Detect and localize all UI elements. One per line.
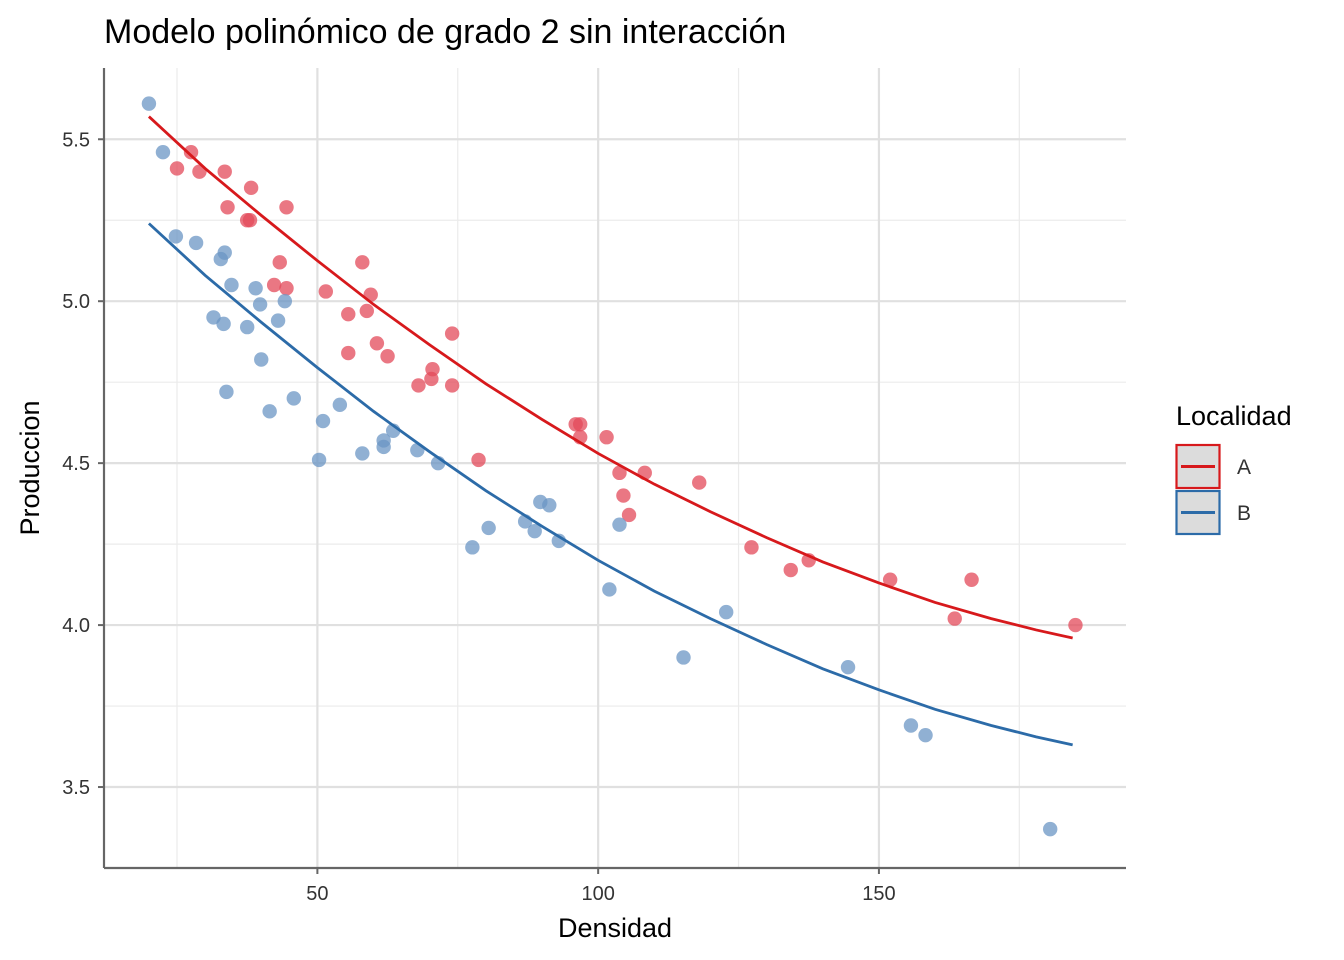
data-points — [141, 96, 1083, 837]
point-a — [444, 326, 460, 341]
point-a — [318, 284, 334, 299]
point-b — [903, 718, 919, 733]
point-b — [311, 452, 327, 468]
point-b — [286, 391, 301, 406]
point-b — [277, 293, 293, 309]
point-a — [243, 180, 259, 196]
point-a — [692, 475, 707, 490]
point-a — [266, 277, 282, 293]
minor-gridlines — [104, 68, 1126, 868]
legend-label-b: B — [1237, 502, 1251, 525]
point-a — [444, 378, 460, 393]
legend-label-a: A — [1237, 456, 1251, 479]
legend: Localidad AB — [1175, 401, 1292, 536]
point-b — [918, 728, 933, 743]
point-b — [141, 96, 157, 111]
point-b — [840, 659, 856, 675]
fit-lines — [147, 115, 1073, 747]
y-tick-label: 4.5 — [62, 453, 90, 475]
x-axis-ticks: 50 100 150 — [306, 868, 896, 905]
point-a — [341, 345, 356, 361]
point-a — [572, 417, 588, 432]
point-b — [216, 316, 231, 332]
point-b — [355, 446, 370, 461]
point-a — [411, 378, 426, 393]
point-b — [270, 313, 286, 328]
y-axis-ticks: 3.5 4.0 4.5 5.0 5.5 — [62, 129, 104, 799]
point-b — [155, 145, 171, 160]
point-a — [947, 611, 962, 626]
point-b — [188, 235, 204, 251]
point-b — [224, 277, 239, 293]
point-a — [169, 161, 185, 176]
point-b — [239, 319, 255, 335]
point-b — [602, 582, 617, 597]
point-a — [279, 281, 294, 296]
point-b — [254, 352, 269, 367]
point-b — [481, 520, 496, 536]
point-b — [219, 384, 234, 400]
point-a — [616, 488, 631, 503]
fit-line-b — [147, 222, 1073, 747]
point-a — [621, 507, 637, 523]
point-a — [183, 145, 199, 160]
x-tick-label: 50 — [306, 883, 328, 905]
point-b — [376, 439, 391, 455]
point-a — [744, 540, 759, 555]
point-a — [242, 213, 258, 228]
point-a — [612, 465, 627, 481]
point-a — [341, 306, 356, 322]
point-a — [882, 572, 898, 587]
point-b — [248, 281, 263, 296]
x-tick-label: 150 — [862, 883, 895, 905]
point-b — [217, 245, 232, 260]
legend-title: Localidad — [1176, 401, 1292, 431]
chart-title: Modelo polinómico de grado 2 sin interac… — [104, 13, 786, 51]
fit-line-a — [147, 115, 1073, 640]
y-tick-label: 5.5 — [62, 129, 90, 151]
point-a — [355, 255, 370, 270]
point-b — [527, 523, 542, 539]
y-tick-label: 4.0 — [62, 615, 90, 637]
point-a — [964, 572, 979, 587]
point-a — [279, 200, 294, 215]
point-b — [676, 650, 691, 665]
point-b — [332, 397, 348, 413]
point-a — [369, 336, 385, 351]
point-b — [168, 229, 184, 244]
point-a — [425, 362, 440, 377]
point-b — [315, 413, 331, 429]
point-a — [783, 562, 798, 578]
x-tick-label: 100 — [581, 883, 614, 905]
point-b — [612, 517, 627, 532]
point-b — [252, 297, 268, 312]
point-a — [599, 430, 614, 445]
point-b — [465, 540, 480, 555]
point-a — [217, 164, 232, 179]
point-a — [471, 452, 486, 468]
y-axis-title: Produccion — [15, 400, 45, 535]
point-a — [380, 349, 395, 364]
point-b — [542, 498, 557, 513]
point-a — [1068, 617, 1083, 633]
point-b — [262, 404, 277, 419]
point-b — [1042, 821, 1058, 837]
point-b — [718, 604, 734, 620]
point-a — [220, 200, 235, 215]
y-tick-label: 3.5 — [62, 777, 90, 799]
y-tick-label: 5.0 — [62, 291, 90, 313]
x-axis-title: Densidad — [558, 913, 672, 943]
point-a — [359, 303, 374, 319]
point-a — [272, 255, 287, 270]
